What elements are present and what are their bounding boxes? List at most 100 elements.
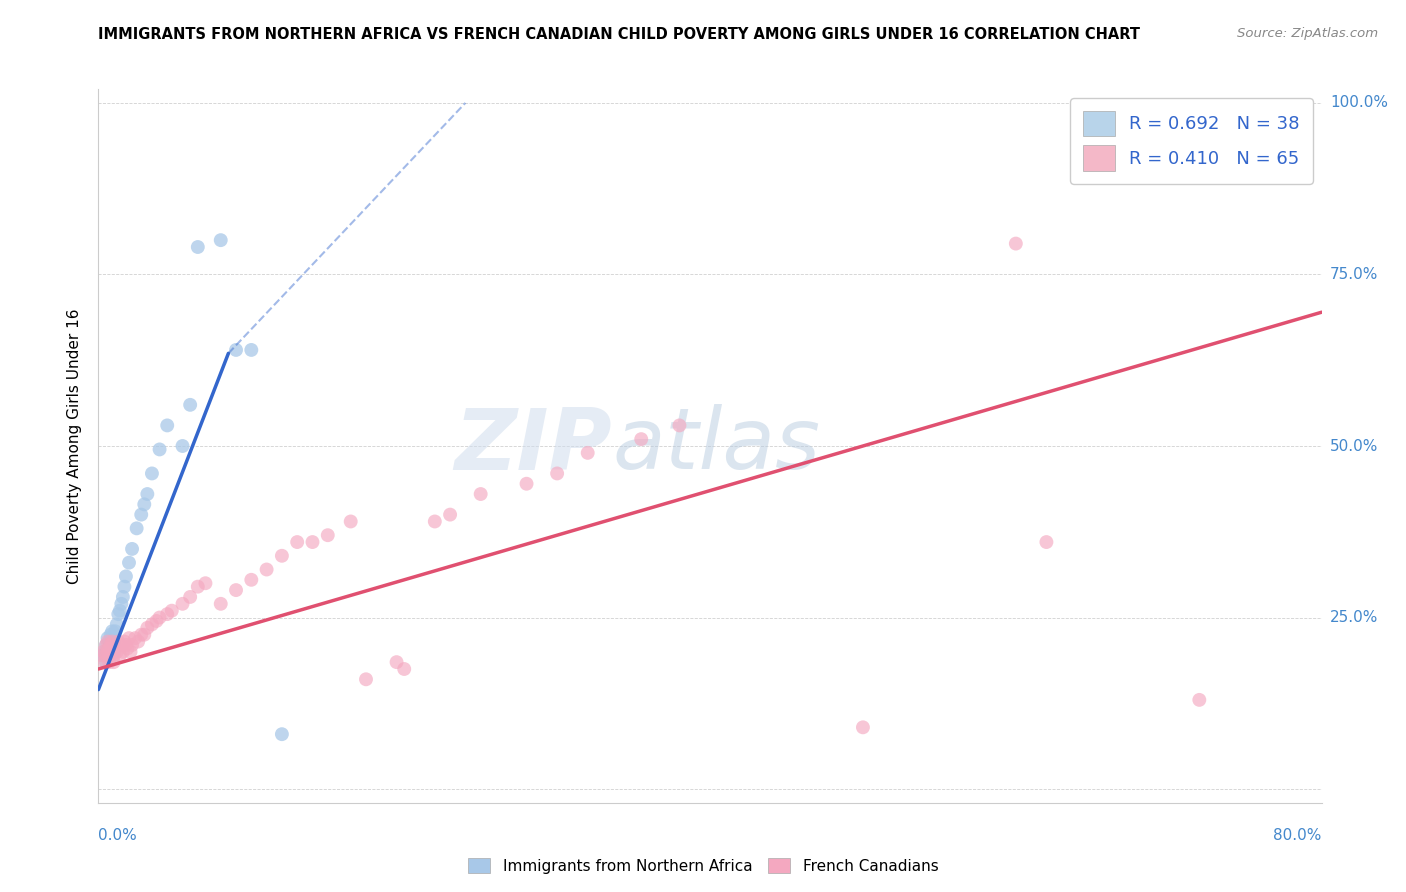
Point [187,580,209,594]
Point [91,648,114,663]
Point [172,597,194,611]
Point [136,621,159,635]
Point [97,645,120,659]
Point [301,535,323,549]
Point [90,648,112,663]
Point [93,645,115,659]
Point [136,487,159,501]
Point [179,590,201,604]
Point [172,439,194,453]
Point [97,648,120,663]
Point [101,638,124,652]
Point [115,638,138,652]
Point [111,645,134,659]
Point [98,645,121,659]
Point [194,576,217,591]
Point [104,624,127,639]
Point [101,634,124,648]
Point [127,634,149,648]
Point [100,628,122,642]
Text: 50.0%: 50.0% [1330,439,1378,453]
Text: 100.0%: 100.0% [1330,95,1388,111]
Point [516,476,538,491]
Point [100,638,122,652]
Point [111,590,134,604]
Point [240,573,263,587]
Point [160,604,183,618]
Y-axis label: Child Poverty Among Girls Under 16: Child Poverty Among Girls Under 16 [67,309,83,583]
Point [129,508,152,522]
Point [209,597,232,611]
Point [105,645,128,659]
Point [94,638,117,652]
Point [470,487,492,501]
Point [852,720,875,734]
Point [285,535,308,549]
Point [110,597,132,611]
Point [105,617,128,632]
Point [668,418,690,433]
Point [1188,693,1211,707]
Point [439,508,461,522]
Text: 0.0%: 0.0% [98,828,138,843]
Point [100,634,122,648]
Point [630,432,652,446]
Point [125,521,148,535]
Point [354,673,377,687]
Text: atlas: atlas [612,404,820,488]
Point [1035,535,1057,549]
Legend: Immigrants from Northern Africa, French Canadians: Immigrants from Northern Africa, French … [461,852,945,880]
Point [187,240,209,254]
Point [118,556,141,570]
Point [97,634,120,648]
Point [256,562,278,576]
Point [149,442,172,457]
Point [392,662,416,676]
Point [91,645,114,659]
Point [339,515,361,529]
Point [98,641,121,656]
Point [141,467,163,481]
Point [118,631,141,645]
Point [110,638,132,652]
Point [117,641,139,656]
Text: IMMIGRANTS FROM NORTHERN AFRICA VS FRENCH CANADIAN CHILD POVERTY AMONG GIRLS UND: IMMIGRANTS FROM NORTHERN AFRICA VS FRENC… [98,27,1140,42]
Point [107,607,129,621]
Text: 75.0%: 75.0% [1330,267,1378,282]
Point [121,541,143,556]
Point [156,607,179,621]
Point [316,528,339,542]
Point [94,655,117,669]
Point [240,343,263,357]
Point [225,583,247,598]
Point [104,641,127,656]
Point [270,727,292,741]
Point [141,617,163,632]
Point [94,648,117,663]
Text: 25.0%: 25.0% [1330,610,1378,625]
Text: Source: ZipAtlas.com: Source: ZipAtlas.com [1237,27,1378,40]
Point [98,634,121,648]
Text: 80.0%: 80.0% [1274,828,1322,843]
Point [101,624,124,639]
Point [576,446,599,460]
Point [103,634,125,648]
Point [546,467,568,481]
Point [100,648,122,663]
Point [97,631,120,645]
Point [103,648,125,663]
Point [270,549,292,563]
Point [134,497,156,511]
Point [134,628,156,642]
Point [112,634,135,648]
Point [124,631,146,645]
Point [94,638,117,652]
Legend: R = 0.692   N = 38, R = 0.410   N = 65: R = 0.692 N = 38, R = 0.410 N = 65 [1070,98,1313,184]
Point [115,569,138,583]
Text: ZIP: ZIP [454,404,612,488]
Point [129,628,152,642]
Point [1004,236,1026,251]
Point [156,418,179,433]
Point [179,398,201,412]
Point [385,655,408,669]
